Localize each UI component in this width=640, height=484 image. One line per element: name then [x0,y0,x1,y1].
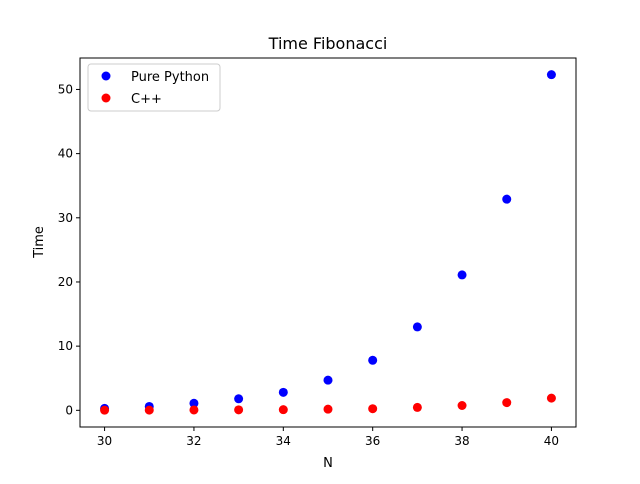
x-tick-label: 34 [276,434,291,448]
x-tick-label: 32 [186,434,201,448]
chart-title: Time Fibonacci [268,34,388,53]
data-point-pure-python [457,270,467,280]
x-axis-label: N [323,456,333,471]
legend-marker [101,71,111,81]
data-point-pure-python [234,394,244,404]
data-point-pure-python [323,375,333,385]
data-point-pure-python [502,194,512,204]
y-tick-label: 30 [58,211,73,225]
legend-label: C++ [131,92,162,107]
x-tick-label: 36 [365,434,380,448]
x-tick-label: 40 [544,434,559,448]
y-tick-label: 50 [58,82,73,96]
data-point-pure-python [412,322,422,332]
x-tick-label: 38 [454,434,469,448]
data-point-pure-python [278,387,288,397]
y-tick-label: 40 [58,147,73,161]
data-point-pure-python [189,398,199,408]
y-axis-label: Time [32,226,47,259]
data-point-pure-python [546,70,556,80]
y-tick-label: 0 [65,403,73,417]
data-point-c [502,398,512,408]
data-point-c [412,402,422,412]
legend-label: Pure Python [131,70,209,85]
y-tick-label: 20 [58,275,73,289]
data-point-pure-python [368,355,378,365]
data-point-c [278,405,288,415]
data-point-c [234,405,244,415]
data-point-c [100,405,110,415]
legend-box [87,63,221,112]
legend-marker [101,93,111,103]
x-tick-label: 30 [97,434,112,448]
axes-frame [79,57,577,428]
data-point-c [546,393,556,403]
data-point-c [189,405,199,415]
data-point-c [144,405,154,415]
plot-area: 30 32 34 36 38 40 0 10 20 30 40 50 Pure Python C++ [58,57,577,448]
y-tick-label: 10 [58,339,73,353]
data-point-c [457,401,467,411]
data-point-c [368,404,378,414]
data-point-c [323,404,333,414]
